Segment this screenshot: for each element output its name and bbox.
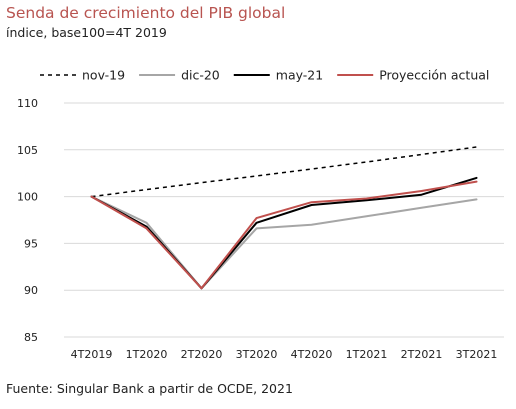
legend-label-may-21: may-21 [276, 68, 323, 83]
x-tick-label: 4T2020 [291, 348, 333, 361]
x-tick-label: 4T2019 [71, 348, 113, 361]
x-tick-label: 2T2021 [401, 348, 443, 361]
x-tick-label: 1T2021 [346, 348, 388, 361]
legend-label-dic-20: dic-20 [181, 68, 220, 83]
y-tick-label: 110 [17, 97, 38, 110]
x-tick-label: 3T2020 [236, 348, 278, 361]
chart-gridlines [64, 102, 504, 338]
y-tick-label: 100 [17, 191, 38, 204]
y-tick-label: 105 [17, 144, 38, 157]
series-line-proyeccion-actual [90, 180, 478, 290]
y-tick-label: 90 [24, 284, 38, 297]
source-note: Fuente: Singular Bank a partir de OCDE, … [6, 381, 293, 396]
y-tick-label: 95 [24, 237, 38, 250]
chart-series [90, 146, 478, 290]
x-tick-label: 2T2020 [181, 348, 223, 361]
x-axis-ticks: 4T2019 1T2020 2T2020 3T2020 4T2020 1T2021 2T20… [71, 348, 498, 361]
line-chart: nov-19 dic-20 may-21 Proyección actual 85 90… [17, 68, 504, 361]
series-line-dic-20 [90, 195, 478, 290]
chart-title: Senda de crecimiento del PIB global [6, 4, 286, 22]
y-axis-ticks: 85 90 95 100 105 110 [17, 97, 38, 344]
chart-subtitle: índice, base100=4T 2019 [6, 25, 167, 40]
chart-legend: nov-19 dic-20 may-21 Proyección actual [40, 68, 489, 83]
y-tick-label: 85 [24, 331, 38, 344]
series-line-may-21 [90, 176, 478, 290]
series-line-nov-19 [91, 146, 477, 198]
x-tick-label: 3T2021 [456, 348, 498, 361]
x-tick-label: 1T2020 [126, 348, 168, 361]
legend-label-proyeccion-actual: Proyección actual [379, 68, 489, 83]
legend-label-nov-19: nov-19 [82, 68, 125, 83]
